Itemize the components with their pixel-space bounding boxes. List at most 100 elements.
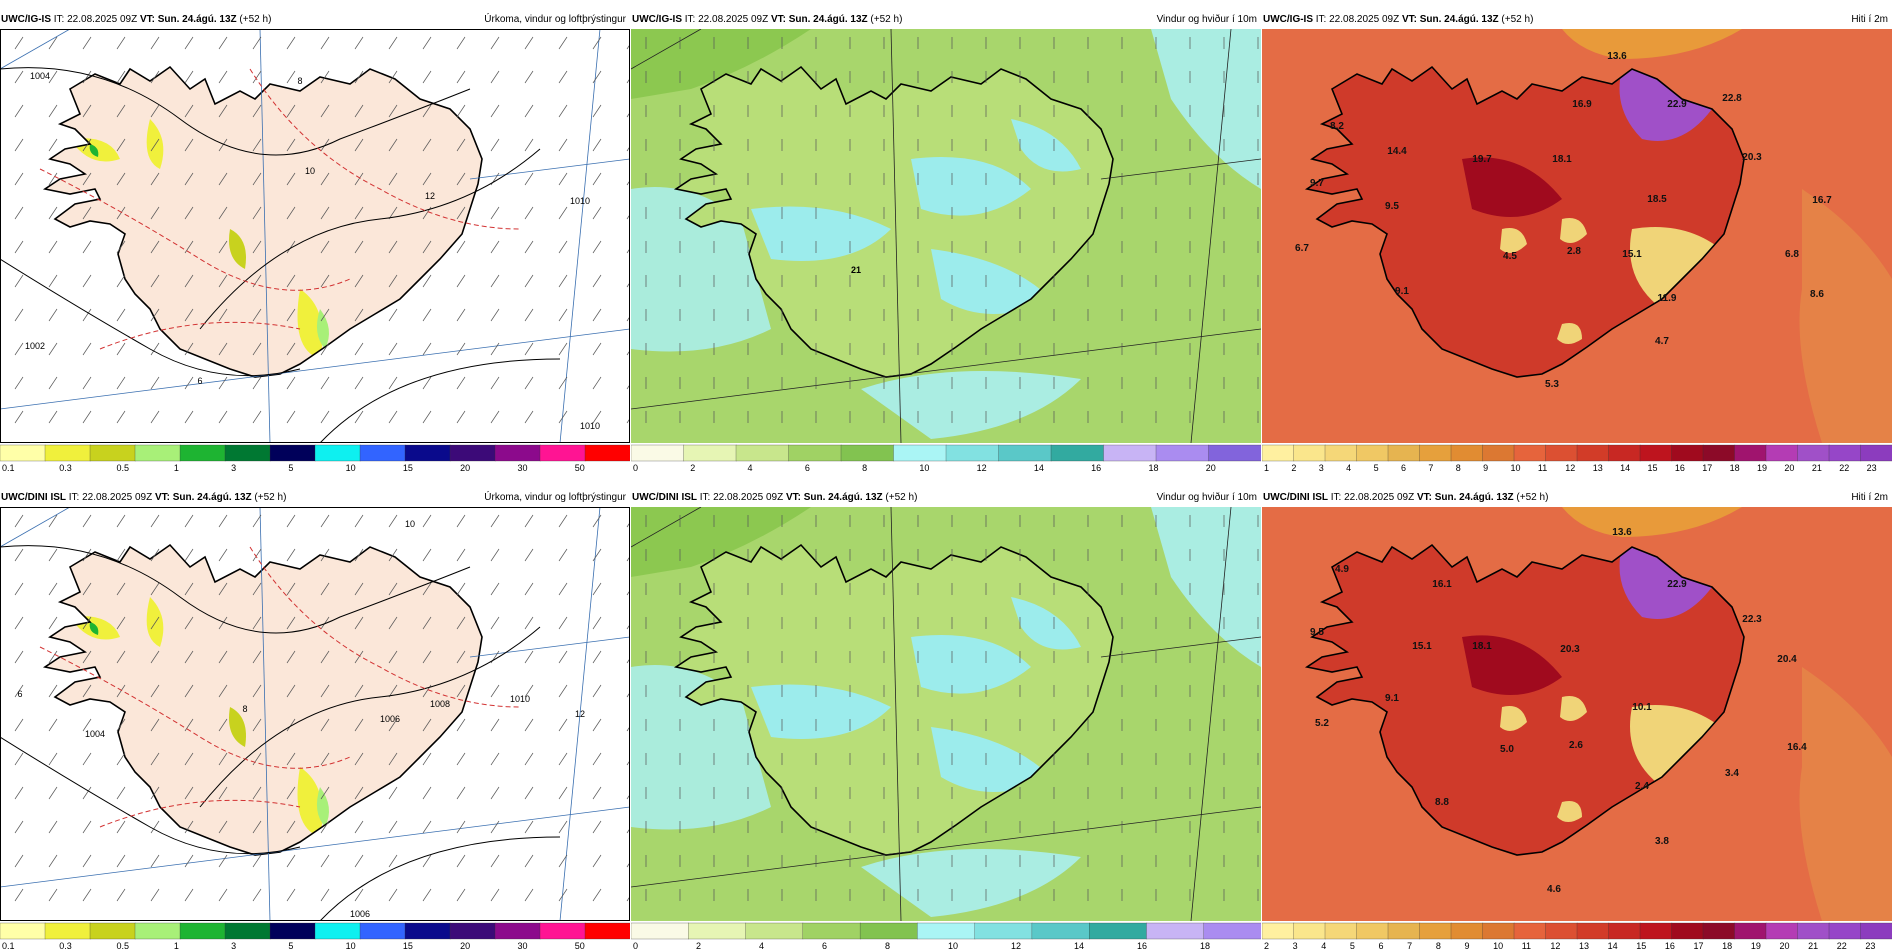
- colorbar-swatch: [359, 922, 406, 940]
- colorbar-swatch: [224, 922, 271, 940]
- wind-barb: [354, 172, 364, 186]
- wind-barb: [422, 820, 432, 834]
- wind-barb: [184, 616, 194, 630]
- colorbar-swatch: [840, 444, 895, 462]
- wind-barb: [218, 548, 228, 562]
- wind-barb: [48, 684, 58, 698]
- map-value-label: 3.4: [1725, 768, 1739, 779]
- graticule-line: [631, 806, 1261, 888]
- map-value-label: 16.7: [1812, 195, 1832, 206]
- wind-barb: [422, 514, 432, 528]
- colorbar-label: 11: [1538, 463, 1547, 473]
- wind-barb: [150, 138, 160, 152]
- wind-barb: [184, 718, 194, 732]
- map-value-label: 1004: [85, 729, 105, 739]
- map-value-label: 16.4: [1787, 742, 1807, 753]
- vt-label: VT:: [1416, 492, 1432, 503]
- colorbar-swatch: [1860, 922, 1892, 940]
- colorbar-label: 14: [1620, 463, 1630, 473]
- map-svg: 1004 1006 1008 10 8 6 12 1010 1006: [0, 507, 630, 921]
- wind-barb: [388, 308, 398, 322]
- map-value-label: 6: [197, 376, 202, 386]
- colorbar-swatch: [1356, 922, 1389, 940]
- map-value-label: 5.0: [1500, 744, 1514, 755]
- wind-barb: [422, 752, 432, 766]
- wind-barb: [388, 650, 398, 664]
- wind-barb: [354, 786, 364, 800]
- wind-barb: [558, 410, 568, 424]
- colorbar-swatch: [1089, 922, 1148, 940]
- wind-barb: [558, 514, 568, 528]
- wind-barb: [422, 854, 432, 868]
- wind-barb: [626, 247, 630, 254]
- wind-barb: [626, 315, 630, 322]
- wind-barb: [286, 274, 296, 288]
- wind-barb: [490, 854, 500, 868]
- wind-barb: [184, 786, 194, 800]
- wind-barb: [354, 752, 364, 766]
- wind-barb: [82, 342, 92, 356]
- wind-barb: [626, 77, 630, 84]
- model-name: UWC/IG-IS: [632, 14, 682, 25]
- wind-barb: [490, 820, 500, 834]
- wind-barb: [626, 417, 630, 424]
- wind-barb: [116, 376, 126, 390]
- wind-area: [1151, 507, 1261, 667]
- wind-barb: [626, 111, 630, 118]
- wind-barb: [524, 376, 534, 390]
- colorbar-label: 10: [1493, 941, 1503, 951]
- wind-barb: [592, 104, 602, 118]
- wind-barb: [626, 349, 630, 356]
- wind-barb: [150, 206, 160, 220]
- colorbar-swatch: [1031, 922, 1090, 940]
- colorbar-label: 19: [1757, 463, 1767, 473]
- model-name: UWC/IG-IS: [1263, 14, 1313, 25]
- wind-barb: [82, 718, 92, 732]
- wind-barb: [286, 718, 296, 732]
- wind-barb: [456, 342, 466, 356]
- precip-area: [297, 767, 323, 837]
- colorbar-swatch: [1576, 922, 1610, 940]
- wind-barb: [82, 548, 92, 562]
- wind-barb: [218, 138, 228, 152]
- graticule-line: [890, 29, 902, 443]
- wind-barb: [184, 888, 194, 902]
- colorbar-swatch: [44, 444, 91, 462]
- wind-barb: [48, 616, 58, 630]
- map-area[interactable]: 13.6 16.9 22.9 22.8 8.2 14.4 19.7 18.1 20.3 9.7 18…: [1262, 29, 1892, 443]
- wind-barb: [320, 548, 330, 562]
- coastline: [1304, 65, 1745, 378]
- graticule-line: [559, 29, 601, 443]
- wind-barb: [82, 888, 92, 902]
- coastline: [42, 543, 483, 856]
- wind-barb: [252, 650, 262, 664]
- map-area[interactable]: [631, 507, 1261, 921]
- map-area[interactable]: 1004 1006 1008 10 8 6 12 1010 1006: [0, 507, 630, 921]
- wind-barb: [422, 104, 432, 118]
- colorbar-swatch: [584, 444, 630, 462]
- wind-barb: [456, 274, 466, 288]
- colorbar-label: 20: [1206, 463, 1216, 473]
- wind-barb: [558, 752, 568, 766]
- colorbar-label: 14: [1074, 941, 1084, 951]
- colorbar-swatch: [224, 444, 271, 462]
- map-area[interactable]: 1004 8 10 12 1010 6 1002 1010: [0, 29, 630, 443]
- valid-time: Sun. 24.ágú. 13Z: [1434, 492, 1514, 503]
- wind-barb: [218, 410, 228, 424]
- isobar: [0, 67, 471, 156]
- wind-barb: [286, 854, 296, 868]
- colorbar-swatch: [631, 922, 689, 940]
- map-area[interactable]: 13.6 4.9 16.1 22.9 22.3 9.5 15.1 18.1 20.3 20.4 9.…: [1262, 507, 1892, 921]
- wind-barb: [422, 650, 432, 664]
- colorbar-label: 15: [1647, 463, 1657, 473]
- map-area[interactable]: 21: [631, 29, 1261, 443]
- colorbar-svg: 0 2 4 6 8 10 12 14 16 18: [631, 922, 1261, 951]
- map-value-label: 10.1: [1632, 702, 1652, 713]
- wind-barb: [388, 342, 398, 356]
- colorbar-swatch: [859, 922, 919, 940]
- map-frame: [0, 29, 630, 443]
- wind-barb: [354, 308, 364, 322]
- temp-area: [1462, 157, 1562, 217]
- precip-area: [146, 597, 164, 647]
- wind-barb: [388, 104, 398, 118]
